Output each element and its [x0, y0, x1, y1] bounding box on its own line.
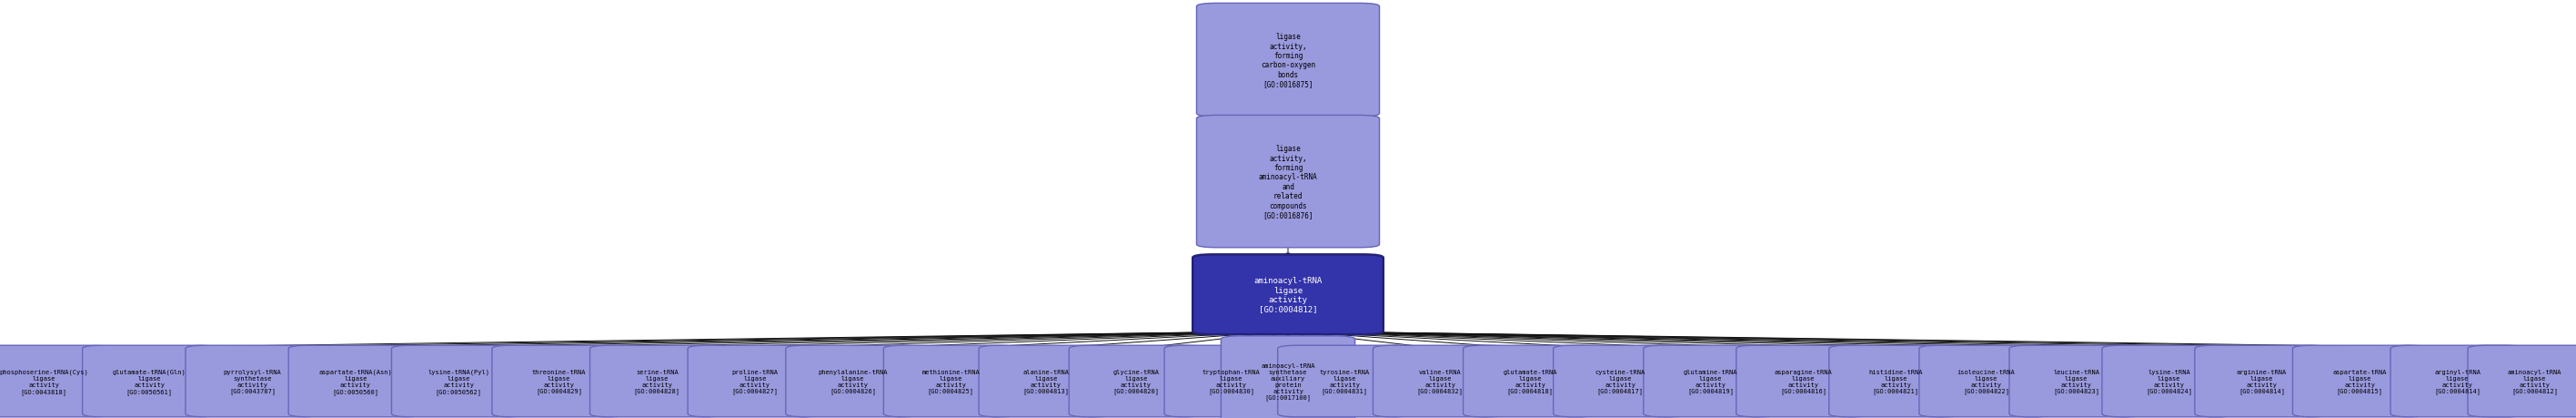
FancyBboxPatch shape: [2293, 345, 2427, 417]
Text: glutamate-tRNA
ligase
activity
[GO:0004818]: glutamate-tRNA ligase activity [GO:00048…: [1502, 369, 1558, 394]
Text: lysine-tRNA(Pyl)
ligase
activity
[GO:0050562]: lysine-tRNA(Pyl) ligase activity [GO:005…: [428, 368, 489, 394]
Text: aminoacyl-tRNA
ligase
activity
[GO:0004812]: aminoacyl-tRNA ligase activity [GO:00048…: [1255, 276, 1321, 313]
FancyBboxPatch shape: [1278, 345, 1412, 417]
Text: arginine-tRNA
ligase
activity
[GO:0004814]: arginine-tRNA ligase activity [GO:000481…: [2236, 369, 2287, 394]
FancyBboxPatch shape: [688, 345, 822, 417]
Text: asparagine-tRNA
ligase
activity
[GO:0004816]: asparagine-tRNA ligase activity [GO:0004…: [1775, 369, 1832, 394]
Text: isoleucine-tRNA
ligase
activity
[GO:0004822]: isoleucine-tRNA ligase activity [GO:0004…: [1958, 369, 2014, 394]
Text: proline-tRNA
ligase
activity
[GO:0004827]: proline-tRNA ligase activity [GO:0004827…: [732, 369, 778, 394]
Text: tryptophan-tRNA
ligase
activity
[GO:0004830]: tryptophan-tRNA ligase activity [GO:0004…: [1203, 369, 1260, 394]
FancyBboxPatch shape: [1829, 345, 1963, 417]
FancyBboxPatch shape: [82, 345, 216, 417]
FancyBboxPatch shape: [392, 345, 526, 417]
Text: ligase
activity,
forming
carbon-oxygen
bonds
[GO:0016875]: ligase activity, forming carbon-oxygen b…: [1260, 33, 1316, 88]
FancyBboxPatch shape: [2195, 345, 2329, 417]
FancyBboxPatch shape: [1195, 4, 1381, 117]
Text: methionine-tRNA
ligase
activity
[GO:0004825]: methionine-tRNA ligase activity [GO:0004…: [922, 369, 979, 394]
Text: aspartate-tRNA
ligase
activity
[GO:0004815]: aspartate-tRNA ligase activity [GO:00048…: [2331, 369, 2388, 394]
FancyBboxPatch shape: [590, 345, 724, 417]
Text: valine-tRNA
ligase
activity
[GO:0004832]: valine-tRNA ligase activity [GO:0004832]: [1417, 369, 1463, 394]
Text: threonine-tRNA
ligase
activity
[GO:0004829]: threonine-tRNA ligase activity [GO:00048…: [531, 369, 587, 394]
FancyBboxPatch shape: [1221, 336, 1355, 418]
Text: alanine-tRNA
ligase
activity
[GO:0004813]: alanine-tRNA ligase activity [GO:0004813…: [1023, 369, 1069, 394]
Text: lysine-tRNA
ligase
activity
[GO:0004824]: lysine-tRNA ligase activity [GO:0004824]: [2146, 369, 2192, 394]
Text: aminoacyl-tRNA
synthetase
auxiliary
protein
activity
[GO:0017100]: aminoacyl-tRNA synthetase auxiliary prot…: [1260, 362, 1316, 400]
Text: serine-tRNA
ligase
activity
[GO:0004828]: serine-tRNA ligase activity [GO:0004828]: [634, 369, 680, 394]
FancyBboxPatch shape: [884, 345, 1018, 417]
Text: histidine-tRNA
ligase
activity
[GO:0004821]: histidine-tRNA ligase activity [GO:00048…: [1868, 369, 1924, 394]
FancyBboxPatch shape: [2391, 345, 2524, 417]
FancyBboxPatch shape: [1193, 255, 1383, 334]
FancyBboxPatch shape: [1069, 345, 1203, 417]
Text: aminoacyl-tRNA
ligase
activity
[GO:0004812]: aminoacyl-tRNA ligase activity [GO:00048…: [2506, 369, 2563, 394]
Text: aspartate-tRNA(Asn)
ligase
activity
[GO:0050560]: aspartate-tRNA(Asn) ligase activity [GO:…: [319, 368, 392, 394]
FancyBboxPatch shape: [289, 345, 422, 417]
FancyBboxPatch shape: [1373, 345, 1507, 417]
Text: tyrosine-tRNA
ligase
activity
[GO:0004831]: tyrosine-tRNA ligase activity [GO:000483…: [1319, 369, 1370, 394]
Text: arginyl-tRNA
ligase
activity
[GO:0004814]: arginyl-tRNA ligase activity [GO:0004814…: [2434, 369, 2481, 394]
FancyBboxPatch shape: [185, 345, 319, 417]
FancyBboxPatch shape: [1553, 345, 1687, 417]
Text: pyrrolysyl-tRNA
synthetase
activity
[GO:0043787]: pyrrolysyl-tRNA synthetase activity [GO:…: [224, 369, 281, 394]
FancyBboxPatch shape: [1164, 345, 1298, 417]
FancyBboxPatch shape: [1736, 345, 1870, 417]
FancyBboxPatch shape: [2102, 345, 2236, 417]
Text: phosphoserine-tRNA(Cys)
ligase
activity
[GO:0043818]: phosphoserine-tRNA(Cys) ligase activity …: [0, 368, 88, 394]
FancyBboxPatch shape: [0, 345, 111, 417]
Text: ligase
activity,
forming
aminoacyl-tRNA
and
related
compounds
[GO:0016876]: ligase activity, forming aminoacyl-tRNA …: [1260, 145, 1316, 219]
Text: leucine-tRNA
ligase
activity
[GO:0004823]: leucine-tRNA ligase activity [GO:0004823…: [2053, 369, 2099, 394]
FancyBboxPatch shape: [786, 345, 920, 417]
Text: glycine-tRNA
ligase
activity
[GO:0004820]: glycine-tRNA ligase activity [GO:0004820…: [1113, 369, 1159, 394]
Text: phenylalanine-tRNA
ligase
activity
[GO:0004826]: phenylalanine-tRNA ligase activity [GO:0…: [817, 369, 889, 394]
FancyBboxPatch shape: [1643, 345, 1777, 417]
Text: cysteine-tRNA
ligase
activity
[GO:0004817]: cysteine-tRNA ligase activity [GO:000481…: [1595, 369, 1646, 394]
FancyBboxPatch shape: [2468, 345, 2576, 417]
FancyBboxPatch shape: [1919, 345, 2053, 417]
FancyBboxPatch shape: [1195, 116, 1381, 248]
Text: glutamate-tRNA(Gln)
ligase
activity
[GO:0050561]: glutamate-tRNA(Gln) ligase activity [GO:…: [113, 368, 185, 394]
Text: glutamine-tRNA
ligase
activity
[GO:0004819]: glutamine-tRNA ligase activity [GO:00048…: [1682, 369, 1739, 394]
FancyBboxPatch shape: [979, 345, 1113, 417]
FancyBboxPatch shape: [2009, 345, 2143, 417]
FancyBboxPatch shape: [1463, 345, 1597, 417]
FancyBboxPatch shape: [492, 345, 626, 417]
